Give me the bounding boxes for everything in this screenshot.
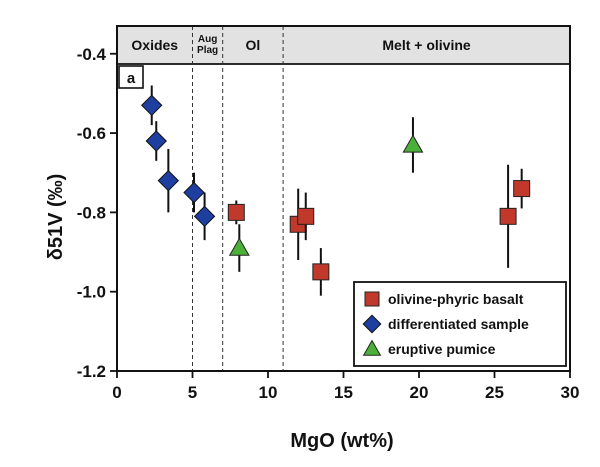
legend-marker-square [364, 291, 380, 307]
series-diamond [141, 85, 216, 241]
legend-label-square: olivine-phyric basalt [388, 291, 524, 307]
x-tick-label-6: 30 [561, 383, 580, 402]
point-diamond-2 [157, 169, 180, 192]
phase-band-label-1: Aug Plag [197, 34, 218, 56]
phase-band-1 [192, 26, 223, 64]
phase-band-0 [117, 26, 193, 64]
point-triangle-1 [402, 134, 424, 153]
phase-band-2 [222, 26, 284, 64]
x-tick-label-4: 20 [410, 383, 429, 402]
y-tick-label-3: -0.6 [77, 124, 106, 143]
x-tick-label-5: 25 [485, 383, 504, 402]
legend-label-triangle: eruptive pumice [388, 341, 496, 357]
point-diamond-3 [183, 181, 205, 204]
phase-band-label-0: Oxides [131, 37, 178, 53]
x-tick-label-1: 5 [188, 383, 197, 402]
legend-box [353, 281, 567, 367]
legend-marker-diamond [362, 314, 382, 334]
series-triangle [228, 117, 424, 272]
legend-label-diamond: differentiated sample [388, 316, 529, 332]
panel-label-box [118, 65, 144, 89]
phase-band-label-3: Melt + olivine [382, 37, 471, 53]
y-axis-title: δ51V (‰) [45, 174, 67, 261]
legend-marker-triangle [362, 339, 382, 356]
x-axis-title: MgO (wt%) [290, 430, 393, 452]
boundary-layer [192, 26, 284, 371]
point-diamond-1 [145, 130, 167, 152]
phase-band-3 [283, 26, 570, 64]
y-tick-label-4: -0.4 [77, 45, 107, 64]
y-axis-title-group: δ51V (‰) [45, 174, 67, 261]
point-square-0 [227, 203, 245, 221]
y-tick-label-2: -0.8 [77, 203, 106, 222]
x-tick-label-0: 0 [112, 383, 121, 402]
point-square-3 [312, 263, 330, 281]
series-square [227, 164, 531, 296]
phase-band-label-2: Ol [246, 37, 261, 53]
x-tick-label-3: 15 [334, 383, 353, 402]
point-square-4 [499, 207, 517, 225]
legend: olivine-phyric basalt differentiated samp… [353, 281, 567, 367]
y-tick-label-0: -1.2 [77, 362, 106, 381]
point-square-2 [297, 207, 315, 225]
mark-layer [141, 85, 531, 296]
point-triangle-0 [228, 237, 250, 256]
x-tick-label-2: 10 [259, 383, 278, 402]
axis-layer: a 0 5 10 15 20 25 30 -1.2 -1.0 -0.8 -0.6 -0.4 [77, 25, 580, 402]
point-square-5 [513, 180, 531, 198]
point-diamond-4 [193, 205, 216, 228]
point-diamond-0 [141, 94, 163, 117]
panel-label: a [127, 70, 136, 87]
y-tick-label-1: -1.0 [77, 283, 106, 302]
phase-band-layer: Oxides Aug Plag Ol Melt + olivine [117, 26, 570, 65]
